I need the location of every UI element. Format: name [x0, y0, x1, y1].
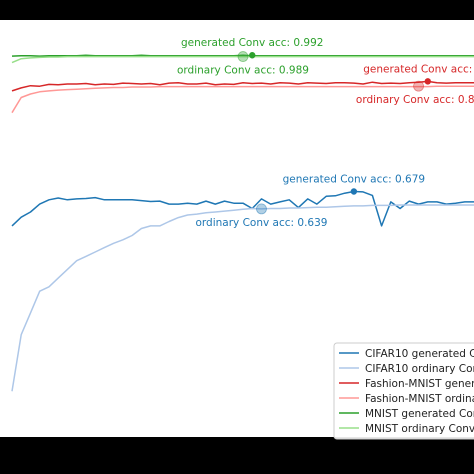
annotation-marker-1: [237, 51, 249, 62]
annotation-markers: [237, 51, 431, 215]
series-line-fashion-mnist-generated-conv-acc: [11, 80, 474, 92]
annotation-label-1: ordinary Conv acc: 0.989: [177, 65, 309, 77]
series-line-fashion-mnist-ordinary-conv-acc: [11, 85, 474, 114]
legend-label-mnist-ordinary-conv: MNIST ordinary Conv: [365, 423, 474, 435]
bottom-black-bar: [0, 437, 474, 474]
annotation-labels: generated Conv acc: 0.992 ordinary Conv a…: [177, 37, 474, 229]
series-line-mnist-generated-conv-acc: [11, 54, 474, 57]
legend-label-cifar10-ordinary-conv-acc: CIFAR10 ordinary Conv acc: [365, 363, 474, 375]
series-line-mnist-ordinary-conv: [11, 55, 474, 64]
annotation-label-5: ordinary Conv acc: 0.639: [195, 217, 327, 229]
legend-box: [333, 342, 474, 440]
annotation-marker-4: [350, 188, 358, 195]
top-black-bar: [0, 0, 474, 20]
annotation-marker-3: [413, 80, 424, 92]
annotation-marker-0: [249, 52, 256, 59]
annotation-marker-5: [256, 203, 267, 215]
annotation-label-0: generated Conv acc: 0.992: [181, 37, 323, 49]
annotation-label-2: generated Conv acc: 0.9: [363, 63, 474, 75]
series-line-cifar10-generated-conv-acc: [11, 190, 474, 227]
annotation-label-3: ordinary Conv acc: 0.89: [356, 94, 474, 106]
annotation-label-4: generated Conv acc: 0.679: [283, 173, 425, 185]
legend-label-fashion-mnist-ordinary-conv-acc: Fashion-MNIST ordinary Conv acc: [365, 393, 474, 405]
series-lines: [11, 54, 474, 392]
legend-label-cifar10-generated-conv-acc: CIFAR10 generated Conv acc: [365, 348, 474, 360]
annotation-marker-2: [424, 78, 431, 85]
series-line-cifar10-ordinary-conv-acc: [11, 204, 474, 392]
legend-label-fashion-mnist-generated-conv-acc: Fashion-MNIST generated Conv acc: [365, 378, 474, 390]
legend-label-mnist-generated-conv-acc: MNIST generated Conv acc: [365, 408, 474, 420]
legend: CIFAR10 generated Conv acc CIFAR10 ordina…: [333, 342, 474, 440]
